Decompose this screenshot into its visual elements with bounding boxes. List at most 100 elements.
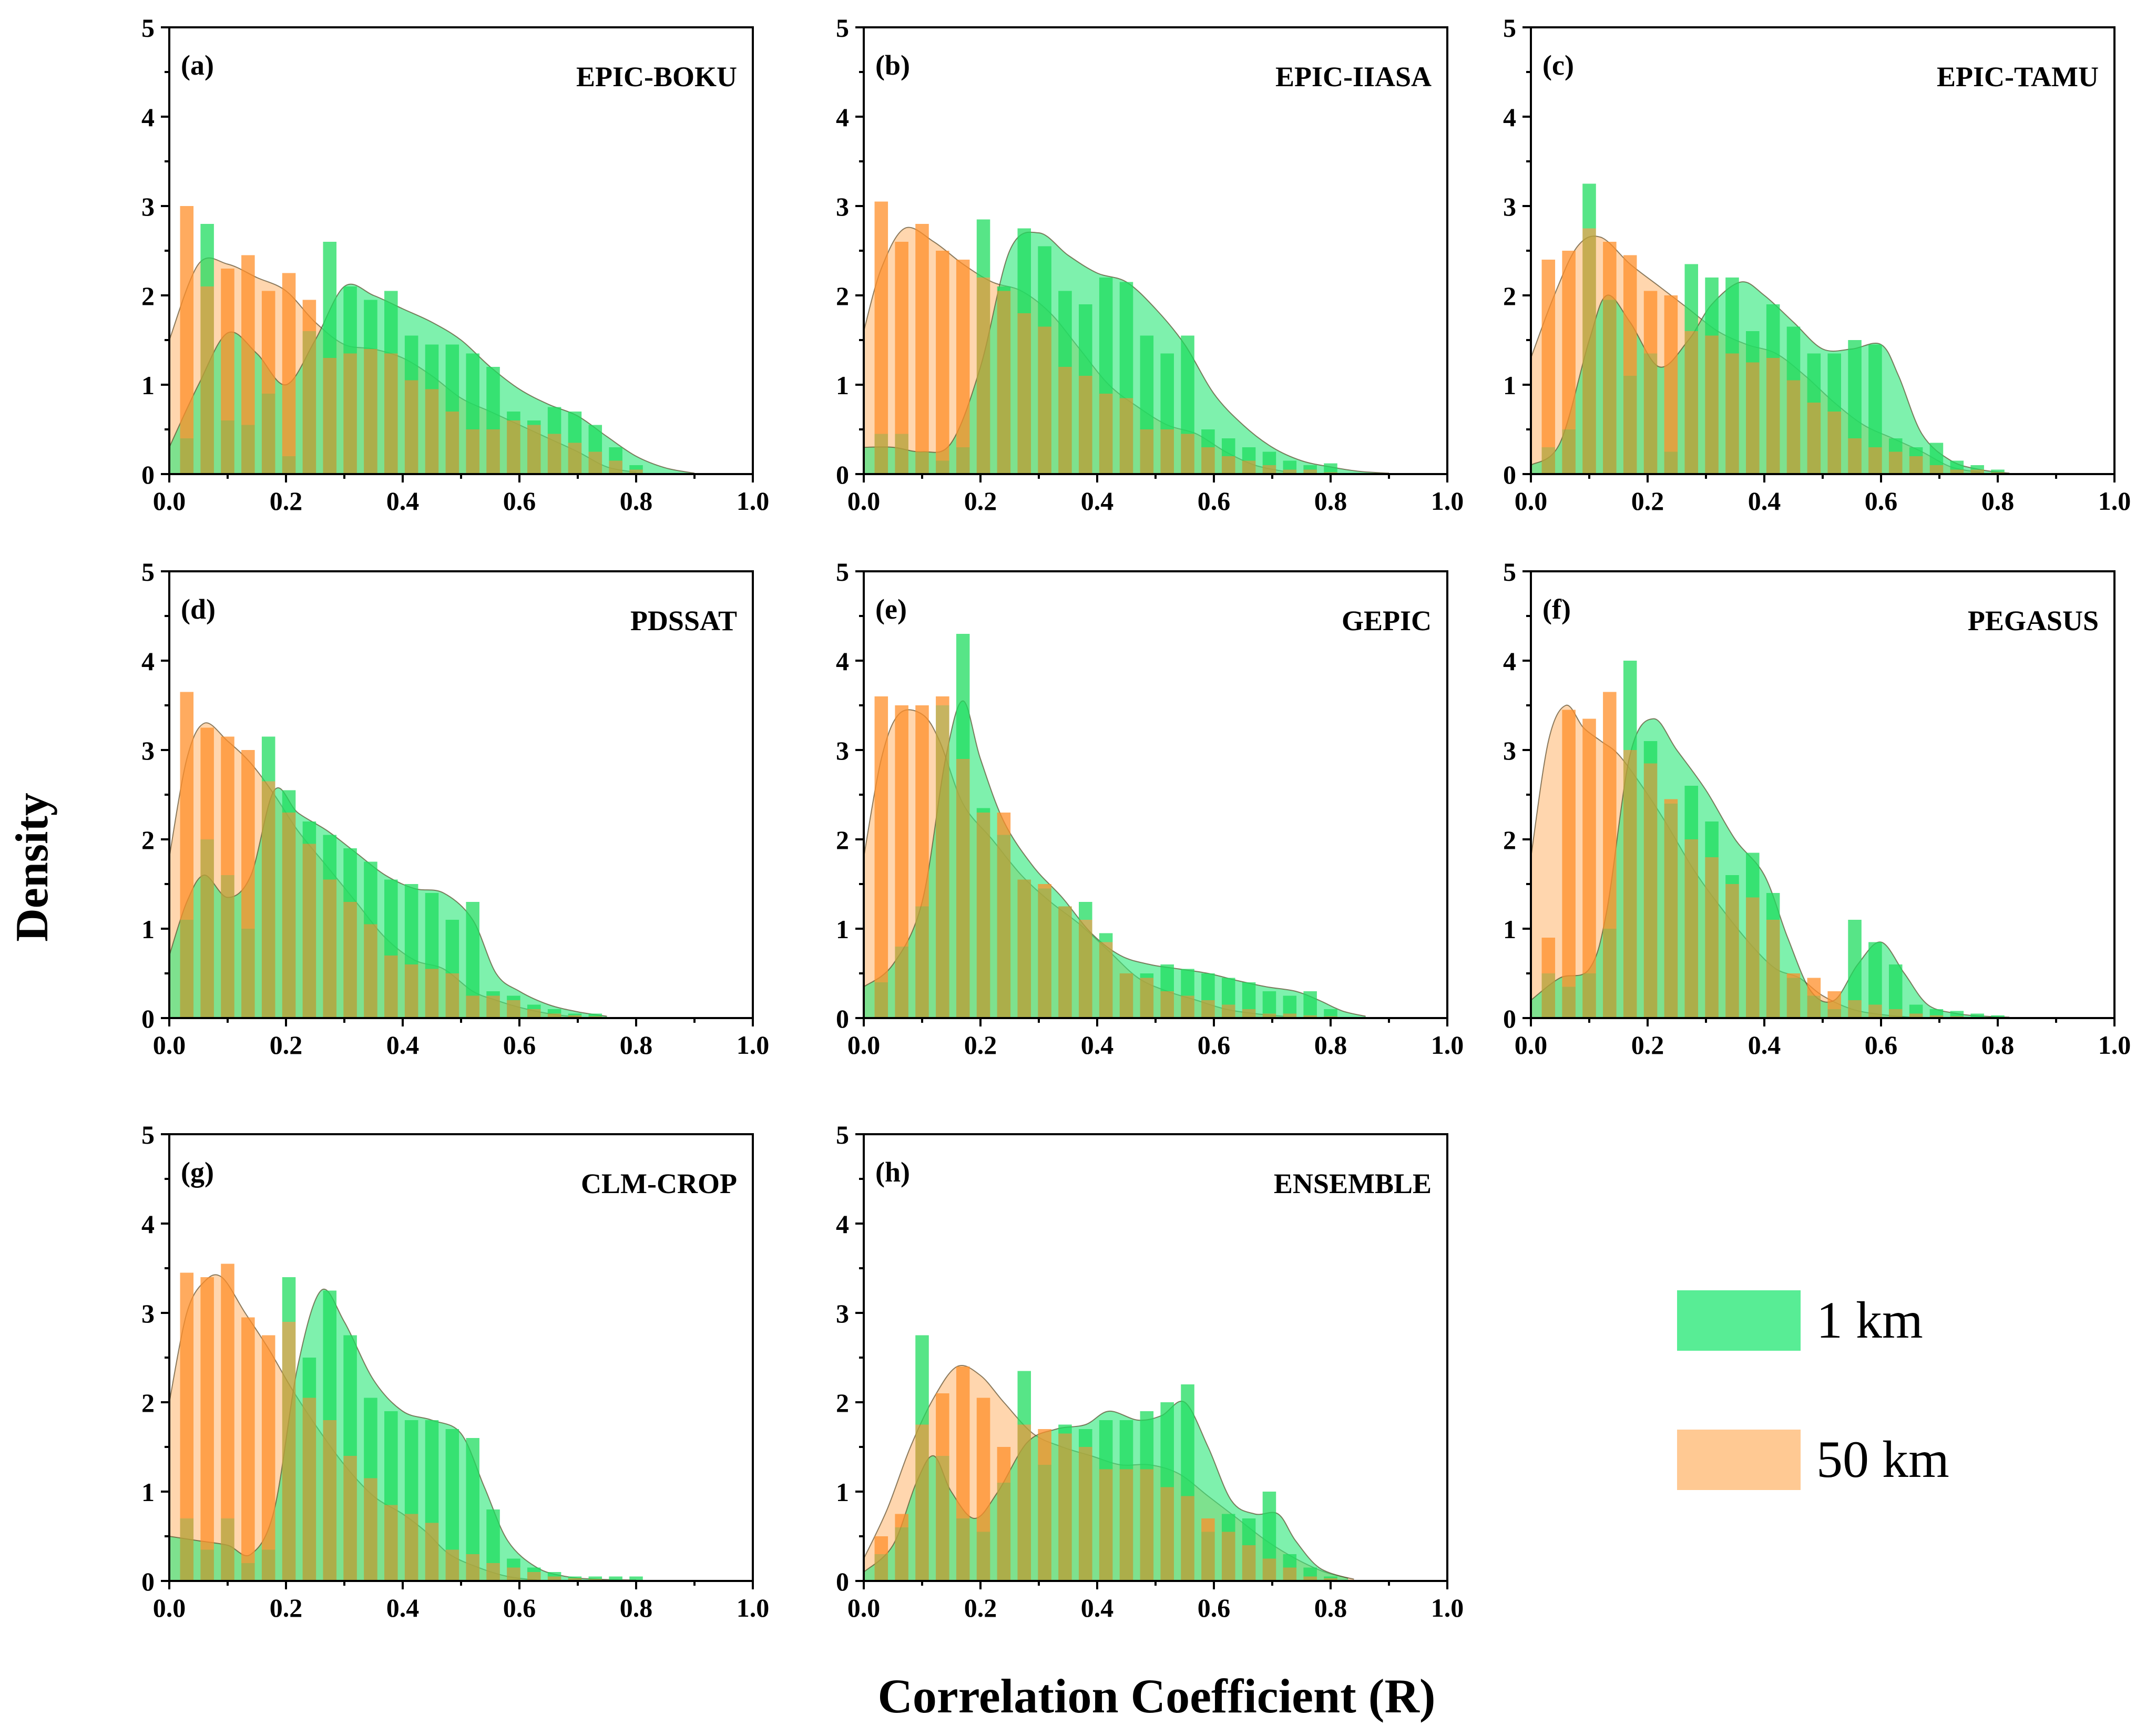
50km-bar — [221, 736, 234, 875]
panel-c: 0 1 2 3 4 5 0.0 0.2 0.4 0.6 0.8 1.0 (c) EPIC-TAMU — [1503, 13, 2131, 516]
1km-bar — [1160, 353, 1174, 429]
x-tick-label: 0.0 — [153, 486, 186, 516]
overlap-bar — [956, 1518, 970, 1581]
1km-bar — [1324, 463, 1337, 472]
50km-bar — [1807, 978, 1821, 996]
overlap-bar — [507, 1000, 520, 1018]
x-tick-label: 0.6 — [1198, 486, 1231, 516]
y-tick-label: 3 — [836, 192, 849, 221]
plot-area — [169, 692, 607, 1018]
overlap-bar — [384, 956, 398, 1018]
50km-bar — [1786, 973, 1801, 978]
1km-bar — [1725, 875, 1739, 884]
1km-bar — [282, 1277, 296, 1322]
1km-bar — [1705, 278, 1719, 336]
1km-bar — [486, 991, 500, 996]
1km-bar — [997, 286, 1011, 291]
overlap-bar — [323, 1420, 337, 1581]
overlap-bar — [1242, 460, 1256, 474]
1km-bar — [302, 821, 316, 844]
1km-bar — [1038, 246, 1051, 327]
50km-bar — [895, 705, 908, 947]
1km-bar — [1746, 852, 1760, 898]
1km-bar — [1807, 353, 1821, 403]
overlap-bar — [282, 456, 296, 474]
y-tick-label: 0 — [836, 1004, 849, 1033]
overlap-bar — [1201, 1532, 1215, 1581]
plot-area — [1531, 661, 2010, 1018]
1km-bar — [1181, 335, 1194, 434]
50km-bar — [1562, 710, 1576, 987]
overlap-bar — [1181, 1496, 1194, 1581]
overlap-bar — [302, 331, 316, 474]
panel-title: EPIC-BOKU — [576, 61, 737, 93]
overlap-bar — [445, 1549, 459, 1581]
1km-bar — [588, 425, 602, 452]
overlap-bar — [221, 1518, 234, 1581]
1km-bar — [1909, 1004, 1923, 1014]
x-tick-label: 0.6 — [1198, 1593, 1231, 1622]
overlap-bar — [936, 460, 949, 474]
y-tick-label: 0 — [141, 460, 155, 489]
1km-bar — [527, 1567, 541, 1572]
y-tick-label: 0 — [141, 1567, 155, 1596]
overlap-bar — [895, 434, 908, 474]
1km-bar — [976, 808, 990, 813]
overlap-bar — [1140, 429, 1154, 474]
overlap-bar — [261, 394, 275, 474]
50km-bar — [1541, 938, 1556, 973]
1km-bar — [1221, 1514, 1235, 1532]
overlap-bar — [1929, 1015, 1944, 1018]
overlap-bar — [568, 1578, 582, 1581]
1km-bar — [364, 861, 377, 925]
overlap-bar — [1827, 412, 1841, 474]
overlap-bar — [180, 920, 194, 1018]
1km-bar — [364, 300, 377, 349]
overlap-bar — [1909, 456, 1923, 474]
1km-bar — [1017, 228, 1031, 313]
panel-label: (d) — [181, 593, 216, 625]
overlap-bar — [466, 429, 479, 474]
x-tick-label: 0.8 — [1981, 1030, 2015, 1060]
overlap-bar — [1746, 897, 1760, 1018]
x-tick-label: 0.8 — [1314, 486, 1347, 516]
overlap-bar — [1725, 353, 1739, 474]
50km-bar — [1603, 692, 1617, 929]
overlap-bar — [1909, 1013, 1923, 1018]
overlap-bar — [343, 353, 357, 474]
y-tick-label: 4 — [141, 102, 155, 132]
50km-bar — [936, 251, 949, 461]
overlap-bar — [547, 1013, 561, 1018]
1km-bar — [486, 1509, 500, 1563]
1km-bar — [1201, 429, 1215, 447]
y-tick-label: 3 — [141, 1299, 155, 1328]
overlap-bar — [1848, 1000, 1862, 1018]
panel-label: (a) — [181, 49, 214, 81]
plot-area — [864, 1335, 1354, 1581]
y-tick-label: 2 — [141, 825, 155, 855]
50km-bar — [180, 206, 194, 438]
1km-bar — [588, 1576, 602, 1579]
1km-bar — [629, 465, 643, 470]
panel-label: (b) — [875, 49, 910, 81]
x-tick-label: 0.4 — [1748, 1030, 1781, 1060]
1km-bar — [1119, 1420, 1133, 1470]
50km-bar — [1643, 291, 1658, 354]
1km-bar — [404, 884, 418, 964]
overlap-bar — [1303, 1015, 1317, 1018]
1km-bar — [1221, 978, 1235, 1005]
y-tick-label: 1 — [1503, 915, 1516, 944]
y-tick-label: 5 — [1503, 557, 1516, 587]
x-tick-label: 0.4 — [386, 1593, 420, 1622]
overlap-bar — [425, 389, 439, 474]
overlap-bar — [915, 1424, 929, 1581]
1km-bar — [1262, 451, 1276, 465]
legend: 1 km 50 km — [1677, 1290, 1949, 1490]
panels: 0 1 2 3 4 5 0.0 0.2 0.4 0.6 0.8 1.0 (a) EPIC-BOKU 0 1 2 3… — [141, 13, 2131, 1622]
overlap-bar — [915, 451, 929, 474]
1km-bar — [1848, 920, 1862, 1000]
overlap-bar — [976, 278, 990, 474]
1km-bar — [1140, 973, 1154, 978]
overlap-bar — [997, 1483, 1011, 1581]
1km-bar — [445, 344, 459, 412]
